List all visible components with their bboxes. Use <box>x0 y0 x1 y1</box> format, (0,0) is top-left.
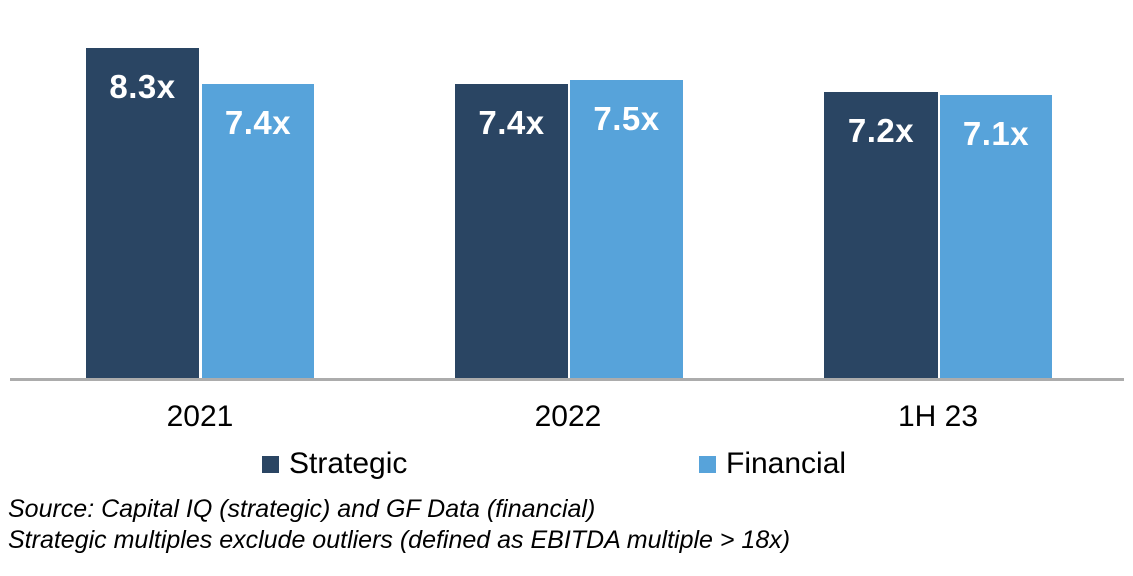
bar-financial-2022: 7.5x <box>570 80 683 378</box>
methodology-line: Strategic multiples exclude outliers (de… <box>8 526 791 554</box>
x-axis-line <box>10 378 1124 381</box>
bar-value-label: 7.1x <box>962 115 1030 152</box>
x-axis-label-1h23: 1H 23 <box>897 400 979 433</box>
bar-strategic-2021: 8.3x <box>86 48 199 378</box>
source-line: Source: Capital IQ (strategic) and GF Da… <box>8 495 596 523</box>
bar-value-label: 7.5x <box>593 100 660 137</box>
bar-value-label: 7.2x <box>847 112 915 149</box>
bar-financial-2021: 7.4x <box>202 84 314 378</box>
legend-item-financial: Financial <box>699 447 846 481</box>
bar-strategic-1h23: 7.2x <box>824 92 938 378</box>
legend-item-strategic: Strategic <box>262 447 407 481</box>
legend-label-financial: Financial <box>726 447 847 480</box>
x-axis-label-2021: 2021 <box>166 400 234 433</box>
source-footnotes: Source: Capital IQ (strategic) and GF Da… <box>8 494 790 556</box>
bar-value-label: 8.3x <box>109 68 176 105</box>
bar-strategic-2022: 7.4x <box>455 84 568 378</box>
legend-label-strategic: Strategic <box>289 447 408 480</box>
x-axis-label-2022: 2022 <box>534 400 602 433</box>
bar-financial-1h23: 7.1x <box>940 95 1052 378</box>
legend-swatch-financial <box>699 455 716 473</box>
bar-value-label: 7.4x <box>478 104 545 141</box>
bar-value-label: 7.4x <box>224 104 292 141</box>
plot-area: 8.3x 7.4x 7.4x 7.5x 7.2x 7.1x <box>10 48 1124 381</box>
legend-swatch-strategic <box>262 455 279 473</box>
